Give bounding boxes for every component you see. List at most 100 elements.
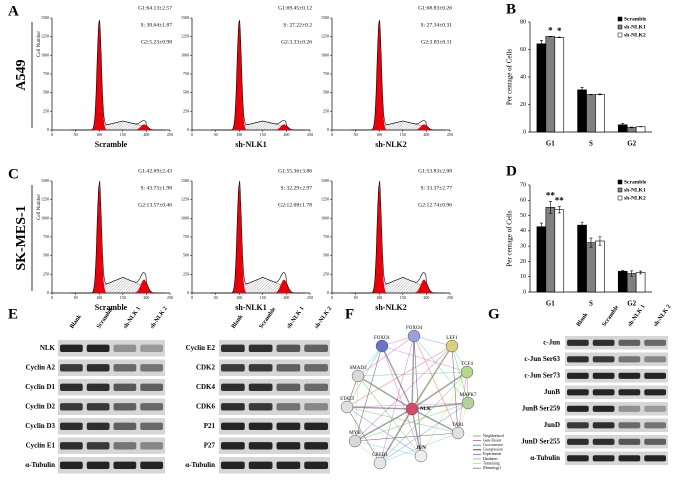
protein-label: NLK — [40, 344, 56, 352]
legend-swatch — [617, 179, 623, 185]
band — [276, 344, 301, 353]
cycle-stat: S: 43.73±1.98 — [140, 185, 172, 191]
y-tick-label: 750 — [323, 234, 329, 239]
edge — [411, 371, 468, 410]
g2-peak — [274, 279, 294, 293]
histogram-outline — [210, 19, 306, 131]
y-tick-label: 250 — [323, 108, 329, 113]
error-bar — [580, 221, 584, 229]
band — [140, 442, 163, 450]
blot-strip — [58, 457, 165, 474]
protein-label: JunD Ser255 — [521, 437, 560, 445]
edge — [451, 345, 459, 434]
y-tick-label: 500 — [43, 253, 49, 258]
protein-label: P27 — [204, 441, 216, 449]
edge — [379, 408, 413, 464]
significance: ** — [555, 196, 565, 206]
node-label: FOXO4 — [406, 326, 423, 331]
x-tick-label: 0 — [51, 132, 53, 137]
bar — [554, 37, 565, 133]
y-tick-label: 1000 — [321, 52, 329, 57]
y-tick-label: 750 — [43, 234, 49, 239]
g1-peak — [369, 21, 389, 130]
band — [86, 461, 110, 470]
x-tick-label: 0 — [331, 132, 333, 137]
band — [60, 461, 83, 470]
band — [276, 442, 301, 450]
node-label: NLK — [420, 407, 431, 412]
blot-strip — [219, 379, 330, 396]
histogram-outline — [70, 180, 166, 294]
node-label: SMAD3 — [350, 366, 367, 371]
band — [644, 372, 666, 379]
band — [140, 364, 163, 372]
blot-strip — [565, 402, 668, 416]
band — [618, 356, 641, 363]
band — [113, 344, 137, 353]
panel-label: A — [8, 3, 19, 19]
x-tick-label: 100 — [376, 295, 382, 300]
x-tick-label: 50 — [214, 132, 218, 137]
band — [248, 403, 273, 411]
legend-swatch — [617, 187, 623, 193]
node — [405, 402, 419, 416]
blot-strip — [58, 398, 165, 415]
y-tick-label: 30 — [520, 244, 526, 250]
node — [445, 339, 459, 353]
band — [113, 422, 137, 431]
panel-label: F — [345, 306, 354, 322]
error-bar — [621, 270, 625, 273]
bar — [545, 36, 556, 133]
y-tick-label: 500 — [183, 253, 189, 258]
cell-line-label: SK-MES-1 — [14, 205, 29, 270]
bar — [595, 94, 605, 133]
edge — [379, 402, 469, 464]
legend-label: [Homology] — [483, 466, 501, 470]
band — [618, 422, 641, 429]
blot-strip — [565, 435, 668, 449]
band — [276, 364, 301, 372]
x-tick-label: G1 — [546, 140, 555, 148]
y-tick-label: 750 — [43, 71, 49, 76]
x-tick-label: 100 — [236, 295, 242, 300]
x-tick-label: 100 — [376, 132, 382, 137]
band — [113, 364, 137, 372]
x-tick-label: 150 — [260, 132, 266, 137]
protein-label: Cyclin D2 — [25, 402, 55, 410]
x-tick-label: 0 — [191, 132, 193, 137]
x-tick-label: G2 — [627, 140, 636, 148]
band — [618, 455, 641, 462]
node — [340, 400, 354, 414]
g2-peak — [414, 279, 434, 293]
protein-label: P21 — [204, 422, 216, 430]
band — [221, 344, 245, 353]
band — [567, 389, 589, 396]
blot-strip — [58, 418, 165, 435]
y-tick-label: 750 — [323, 71, 329, 76]
band — [618, 372, 641, 379]
x-tick-label: 200 — [143, 295, 149, 300]
x-tick-label: G2 — [627, 300, 636, 308]
band — [304, 422, 328, 431]
y-tick-label: 250 — [43, 108, 49, 113]
blot-strip — [565, 352, 668, 366]
x-tick-label: 200 — [283, 132, 289, 137]
x-tick-label: 50 — [354, 132, 358, 137]
band — [248, 442, 273, 450]
legend-label: Neighborhood — [483, 434, 504, 438]
y-tick-label: 250 — [43, 271, 49, 276]
edge — [346, 406, 413, 410]
band — [304, 383, 328, 392]
error-bar — [598, 236, 602, 246]
edge — [346, 406, 422, 457]
band — [304, 364, 328, 372]
band — [644, 438, 666, 445]
node-label: STAT3 — [340, 397, 355, 402]
band — [60, 364, 83, 372]
x-tick-label: G1 — [546, 300, 555, 308]
panel-label: C — [8, 166, 19, 182]
y-tick-label: 20 — [520, 102, 526, 108]
node-label: MAPK7 — [460, 393, 477, 398]
cycle-stat: G2:12.74±0.96 — [418, 202, 452, 208]
error-bar — [630, 270, 634, 277]
